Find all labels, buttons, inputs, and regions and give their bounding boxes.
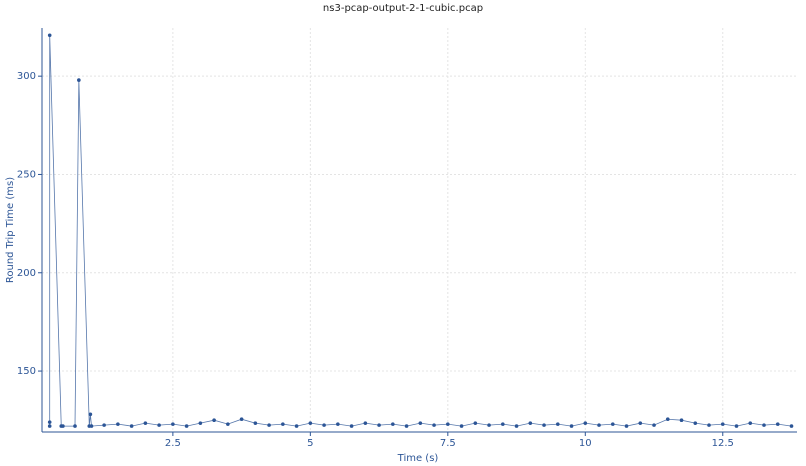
data-point: [542, 423, 546, 427]
data-point: [102, 423, 106, 427]
y-tick-label: 150: [17, 366, 36, 377]
data-point: [569, 424, 574, 428]
data-point: [88, 412, 93, 417]
data-point: [665, 417, 670, 422]
y-tick-label: 250: [17, 169, 36, 180]
data-point: [294, 424, 299, 428]
x-tick-label: 2.5: [165, 438, 181, 449]
data-point: [432, 423, 436, 427]
data-point: [73, 424, 77, 428]
chart-title: ns3-pcap-output-2-1-cubic.pcap: [323, 3, 483, 14]
data-point: [762, 423, 766, 427]
data-point: [116, 422, 120, 426]
y-tick-label: 300: [17, 71, 36, 82]
x-tick-label: 12.5: [712, 438, 734, 449]
data-point: [679, 418, 684, 423]
data-point: [487, 423, 491, 427]
data-point: [308, 421, 313, 425]
data-point: [610, 422, 615, 426]
data-point: [720, 422, 725, 426]
data-point: [198, 421, 203, 425]
x-tick-label: 10: [579, 438, 592, 449]
data-point: [239, 417, 244, 422]
data-point: [322, 423, 326, 427]
data-point: [157, 423, 161, 427]
data-point: [171, 422, 175, 426]
data-point: [789, 424, 794, 428]
x-axis-label: Time (s): [397, 453, 439, 464]
data-point: [446, 422, 450, 426]
x-tick-label: 5: [307, 438, 313, 449]
data-point: [418, 421, 423, 425]
data-point: [555, 422, 560, 426]
data-point: [363, 421, 368, 425]
data-point: [267, 423, 271, 427]
data-point: [129, 424, 134, 428]
data-point: [47, 424, 52, 428]
data-point: [61, 424, 65, 428]
data-point: [583, 421, 588, 425]
data-point: [349, 424, 354, 428]
data-point: [693, 421, 698, 425]
data-point: [501, 422, 505, 426]
data-point: [597, 423, 601, 427]
data-point: [624, 424, 629, 428]
data-point: [47, 420, 52, 424]
data-point: [528, 421, 533, 425]
y-tick-label: 200: [17, 268, 36, 279]
data-point: [253, 421, 258, 425]
y-axis-label: Round Trip Time (ms): [5, 177, 16, 283]
data-point: [143, 421, 148, 425]
data-point: [212, 418, 216, 423]
data-point: [89, 424, 94, 428]
data-point: [336, 422, 340, 426]
data-point: [748, 421, 753, 425]
data-point: [77, 78, 81, 82]
data-point: [775, 422, 780, 426]
data-point: [734, 424, 739, 428]
data-point: [514, 424, 519, 428]
data-point: [473, 421, 478, 425]
data-point: [391, 422, 395, 426]
data-point: [638, 421, 643, 425]
data-point: [281, 422, 285, 426]
data-point: [184, 424, 189, 428]
x-tick-label: 7.5: [440, 438, 456, 449]
data-point: [47, 33, 52, 38]
data-point: [652, 423, 656, 427]
data-point: [459, 424, 464, 428]
data-point: [377, 423, 381, 427]
data-point: [404, 424, 409, 428]
data-point: [707, 423, 711, 427]
data-point: [226, 422, 230, 426]
